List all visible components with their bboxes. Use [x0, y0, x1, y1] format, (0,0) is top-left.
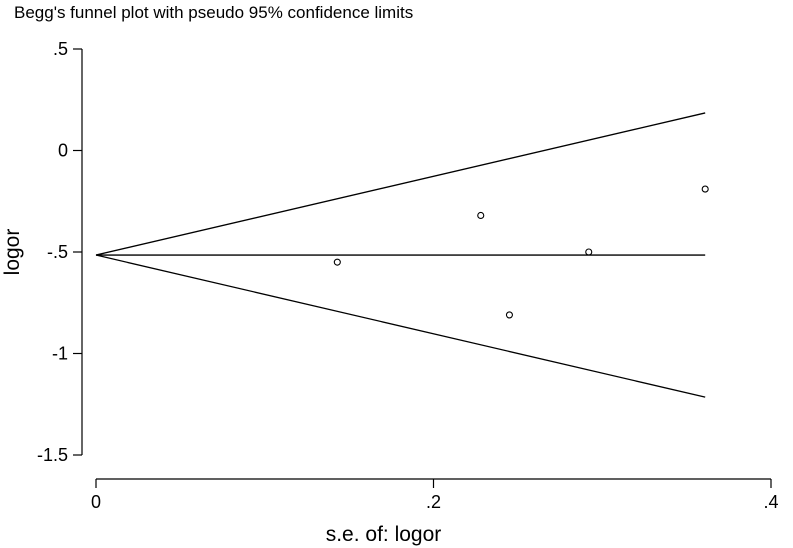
- chart-title: Begg's funnel plot with pseudo 95% confi…: [14, 3, 414, 22]
- study-point: [333, 258, 341, 266]
- funnel-lines: [95, 112, 706, 398]
- x-axis-label: s.e. of: logor: [326, 523, 442, 546]
- x-tick-label: .2: [426, 492, 441, 512]
- study-point: [585, 248, 593, 256]
- y-tick-label: -1.5: [37, 445, 68, 465]
- lower-confidence-limit: [95, 254, 706, 398]
- y-tick-label: 0: [58, 141, 68, 161]
- axes: .5 0 -.5 -1 -1.5 0 .2 .4: [37, 39, 779, 512]
- upper-confidence-limit: [95, 112, 706, 256]
- study-points: [333, 185, 709, 319]
- study-point: [505, 311, 513, 319]
- study-point: [701, 185, 709, 193]
- study-point: [477, 211, 485, 220]
- y-axis-label: logor: [1, 229, 24, 276]
- y-tick-label: -1: [52, 344, 68, 364]
- x-tick-label: 0: [91, 492, 101, 512]
- y-tick-label: -.5: [47, 242, 68, 262]
- x-tick-label: .4: [763, 492, 778, 512]
- y-tick-label: .5: [53, 39, 68, 59]
